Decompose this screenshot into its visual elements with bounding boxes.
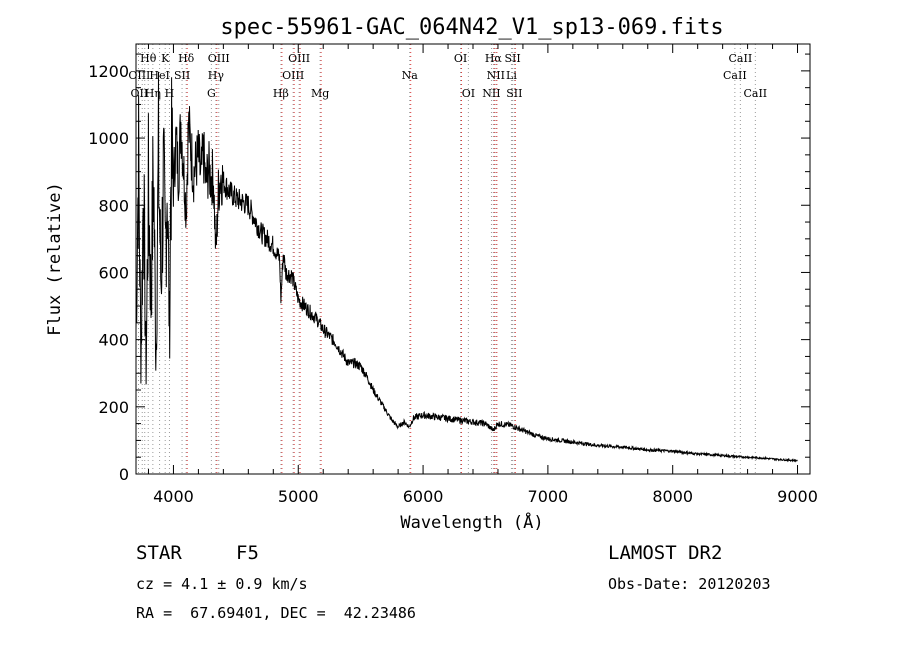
spectral-line-label: NII bbox=[482, 87, 500, 100]
spectral-line-label: Hη bbox=[145, 87, 161, 100]
object-class: STAR bbox=[136, 542, 182, 564]
spectral-line-label: CaII bbox=[743, 87, 767, 100]
y-tick-label: 400 bbox=[98, 331, 129, 350]
spectral-line-label: OI bbox=[462, 87, 475, 100]
spectral-line-label: OIII bbox=[128, 69, 150, 82]
spectral-line-label: CaII bbox=[723, 69, 747, 82]
spectral-line-label: Hδ bbox=[178, 52, 195, 65]
spectral-line-label: HeI bbox=[149, 69, 169, 82]
survey-name: LAMOST DR2 bbox=[608, 542, 723, 564]
spectral-line-label: K bbox=[161, 52, 170, 65]
x-axis-label: Wavelength (Å) bbox=[400, 511, 543, 533]
spectral-line-markers bbox=[137, 44, 756, 474]
spectral-line-label: Li bbox=[506, 69, 517, 82]
x-tick-label: 7000 bbox=[528, 487, 569, 506]
x-tick-label: 4000 bbox=[153, 487, 194, 506]
y-tick-label: 1200 bbox=[88, 62, 129, 81]
spectral-line-label: SII bbox=[506, 87, 522, 100]
y-tick-label: 0 bbox=[119, 465, 129, 484]
spectral-line-label: CaII bbox=[729, 52, 753, 65]
spectral-line-label: Hγ bbox=[208, 69, 225, 82]
spectral-line-label: OII bbox=[131, 87, 149, 100]
y-tick-label: 200 bbox=[98, 398, 129, 417]
y-axis-label: Flux (relative) bbox=[45, 182, 65, 336]
y-tick-label: 1000 bbox=[88, 129, 129, 148]
y-tick-label: 800 bbox=[98, 196, 129, 215]
x-tick-label: 5000 bbox=[278, 487, 319, 506]
coordinates: RA = 67.69401, DEC = 42.23486 bbox=[136, 604, 416, 622]
spectral-line-label: SII bbox=[504, 52, 520, 65]
spectral-line-label: OIII bbox=[208, 52, 230, 65]
spectral-line-label: NII bbox=[487, 69, 505, 82]
spectral-line-label: Na bbox=[402, 69, 419, 82]
obs-date: Obs-Date: 20120203 bbox=[608, 575, 771, 593]
spectral-line-label: Mg bbox=[311, 87, 329, 100]
spectral-line-label: H bbox=[165, 87, 175, 100]
object-subclass: F5 bbox=[236, 542, 259, 564]
redshift-info: cz = 4.1 ± 0.9 km/s bbox=[136, 575, 308, 593]
spectral-line-label: OIII bbox=[282, 69, 304, 82]
spectral-line-label: SII bbox=[174, 69, 190, 82]
axis-ticks: 4000 5000 6000 7000 8000 9000 0 200 400 600 800 100… bbox=[88, 44, 818, 506]
chart-title: spec-55961-GAC_064N42_V1_sp13-069.fits bbox=[220, 15, 723, 40]
y-tick-label: 600 bbox=[98, 263, 129, 282]
spectral-line-label: Hα bbox=[485, 52, 503, 65]
spectral-line-label: Hβ bbox=[273, 87, 289, 100]
x-tick-label: 9000 bbox=[777, 487, 818, 506]
spectral-line-label: G bbox=[207, 87, 216, 100]
plot-frame bbox=[135, 43, 811, 475]
spectral-line-label: OIII bbox=[288, 52, 310, 65]
x-tick-label: 6000 bbox=[403, 487, 444, 506]
spectral-line-label: OI bbox=[454, 52, 467, 65]
x-tick-label: 8000 bbox=[652, 487, 693, 506]
spectral-line-label: Hθ bbox=[140, 52, 157, 65]
flux-series-line bbox=[135, 71, 798, 463]
